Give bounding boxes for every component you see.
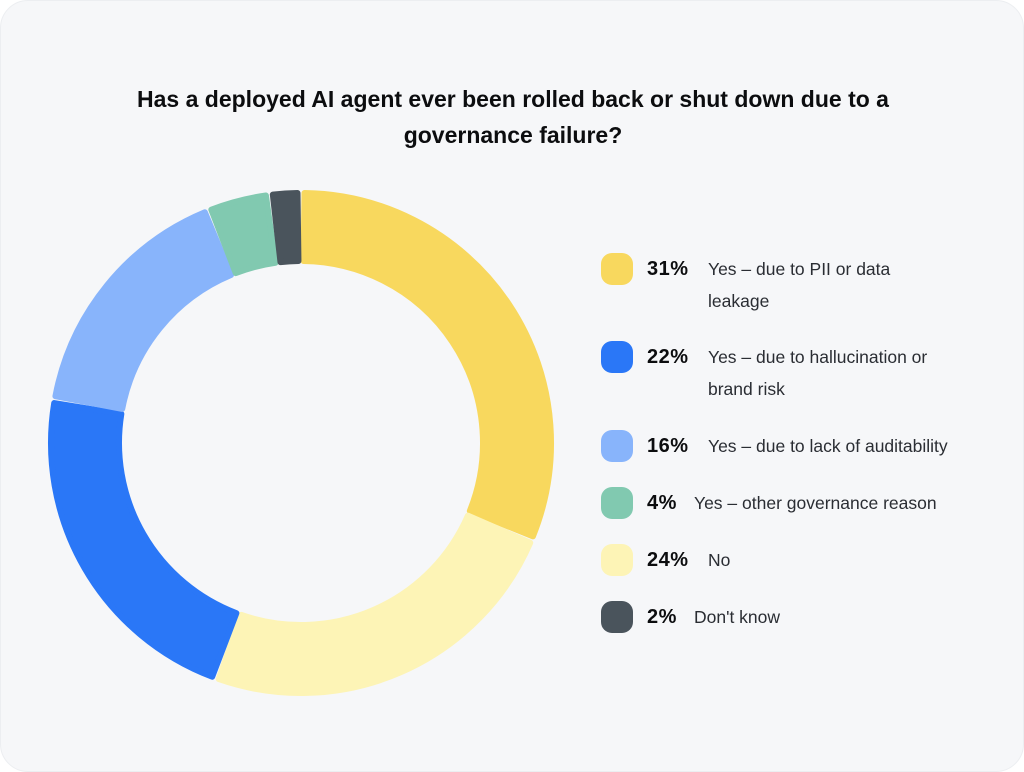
- legend-label-no: No: [708, 550, 731, 570]
- legend-item-hallucination: 22% Yes – due to hallucination or brand …: [601, 341, 1011, 430]
- donut-slice-yes-due-to-hallucination-or-brand-risk: [48, 400, 240, 680]
- legend-label-pii-line2: leakage: [708, 291, 770, 311]
- donut-slice-yes-other-governance-reason: [208, 192, 279, 277]
- legend-swatch-dont-know: [601, 601, 633, 633]
- legend-label-other: Yes – other governance reason: [694, 493, 937, 513]
- legend-swatch-no: [601, 544, 633, 576]
- legend-swatch-auditability: [601, 430, 633, 462]
- legend-label-pii: Yes – due to PII or data leakage: [708, 253, 890, 317]
- donut-chart: [48, 190, 554, 696]
- legend-pct-other: 4%: [647, 492, 677, 514]
- legend-pct-no: 24%: [647, 549, 689, 571]
- legend-item-other: 4% Yes – other governance reason: [601, 487, 1011, 544]
- legend-item-pii: 31% Yes – due to PII or data leakage: [601, 253, 1011, 341]
- legend-item-dont-know: 2% Don't know: [601, 601, 1011, 658]
- legend-swatch-pii: [601, 253, 633, 285]
- chart-legend: 31% Yes – due to PII or data leakage 22%…: [601, 253, 1011, 658]
- legend-label-pii-line1: Yes – due to PII or data: [708, 259, 891, 279]
- donut-slice-yes-due-to-pii-or-data-leakage: [300, 190, 554, 540]
- legend-pct-auditability: 16%: [647, 435, 689, 457]
- donut-slice-no: [215, 512, 534, 696]
- legend-pct-hallucination: 22%: [647, 346, 689, 368]
- legend-pct-pii: 31%: [647, 258, 689, 280]
- legend-swatch-other: [601, 487, 633, 519]
- chart-title: Has a deployed AI agent ever been rolled…: [137, 86, 889, 148]
- legend-item-no: 24% No: [601, 544, 1011, 601]
- donut-slice-yes-due-to-lack-of-auditability: [52, 209, 235, 412]
- legend-pct-dont-know: 2%: [647, 606, 677, 628]
- legend-label-hallucination-line1: Yes – due to hallucination or: [708, 347, 928, 367]
- legend-swatch-hallucination: [601, 341, 633, 373]
- donut-slice-don-t-know: [269, 190, 302, 266]
- legend-label-hallucination: Yes – due to hallucination or brand risk: [708, 341, 927, 405]
- legend-item-auditability: 16% Yes – due to lack of auditability: [601, 430, 1011, 487]
- legend-label-auditability: Yes – due to lack of auditability: [708, 436, 948, 456]
- legend-label-dont-know: Don't know: [694, 607, 781, 627]
- legend-label-hallucination-line2: brand risk: [708, 379, 785, 399]
